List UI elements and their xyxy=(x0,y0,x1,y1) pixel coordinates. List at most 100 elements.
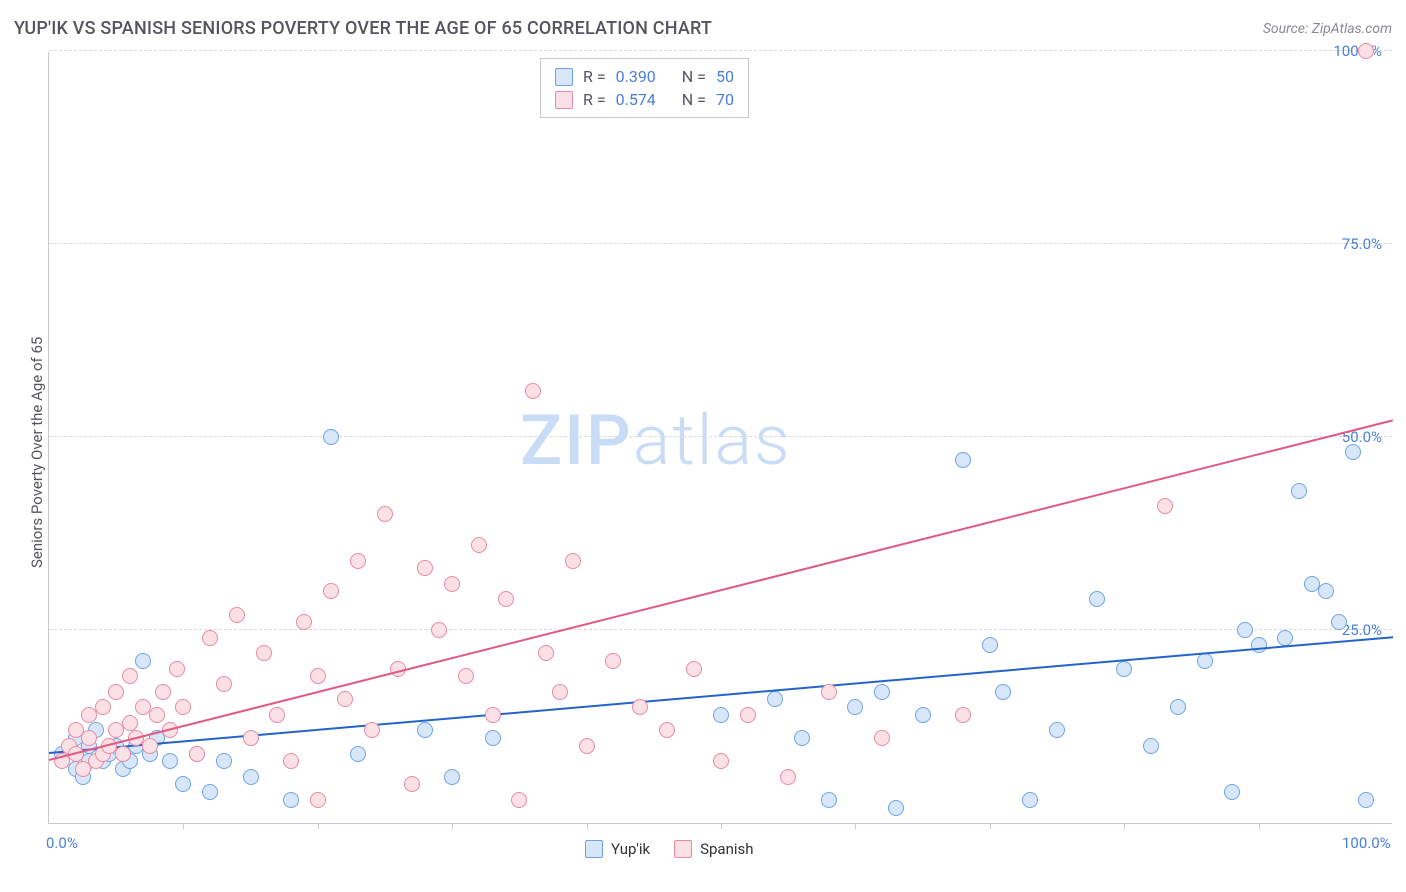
data-point xyxy=(337,691,353,707)
n-value: 70 xyxy=(716,90,734,109)
data-point xyxy=(350,553,366,569)
data-point xyxy=(1277,630,1293,646)
data-point xyxy=(458,668,474,684)
y-tick-label: 25.0% xyxy=(1342,621,1382,639)
n-label: N = xyxy=(682,90,706,109)
x-tick xyxy=(1124,823,1125,829)
x-tick xyxy=(183,823,184,829)
data-point xyxy=(1170,699,1186,715)
data-point xyxy=(202,784,218,800)
data-point xyxy=(1318,583,1334,599)
data-point xyxy=(780,769,796,785)
x-tick xyxy=(855,823,856,829)
data-point xyxy=(874,730,890,746)
data-point xyxy=(310,668,326,684)
data-point xyxy=(1345,444,1361,460)
legend-series-name: Spanish xyxy=(700,840,753,858)
y-tick-label: 75.0% xyxy=(1342,235,1382,253)
data-point xyxy=(955,452,971,468)
data-point xyxy=(821,792,837,808)
n-label: N = xyxy=(682,67,706,86)
data-point xyxy=(847,699,863,715)
data-point xyxy=(189,746,205,762)
data-point xyxy=(1197,653,1213,669)
data-point xyxy=(364,722,380,738)
data-point xyxy=(1358,792,1374,808)
r-value: 0.574 xyxy=(616,90,656,109)
x-axis-max-label: 100.0% xyxy=(1342,834,1391,852)
legend-item: Yup'ik xyxy=(585,840,650,858)
x-tick xyxy=(587,823,588,829)
data-point xyxy=(323,429,339,445)
data-point xyxy=(565,553,581,569)
data-point xyxy=(485,730,501,746)
legend-item: Spanish xyxy=(674,840,753,858)
data-point xyxy=(122,668,138,684)
data-point xyxy=(605,653,621,669)
data-point xyxy=(283,792,299,808)
data-point xyxy=(243,769,259,785)
data-point xyxy=(155,684,171,700)
data-point xyxy=(444,769,460,785)
data-point xyxy=(874,684,890,700)
data-point xyxy=(1251,637,1267,653)
data-point xyxy=(169,661,185,677)
data-point xyxy=(108,684,124,700)
data-point xyxy=(162,753,178,769)
data-point xyxy=(915,707,931,723)
data-point xyxy=(632,699,648,715)
data-point xyxy=(1157,498,1173,514)
data-point xyxy=(538,645,554,661)
data-point xyxy=(1089,591,1105,607)
chart-source: Source: ZipAtlas.com xyxy=(1263,21,1392,37)
r-value: 0.390 xyxy=(616,67,656,86)
data-point xyxy=(955,707,971,723)
data-point xyxy=(767,691,783,707)
data-point xyxy=(525,383,541,399)
data-point xyxy=(713,753,729,769)
gridline xyxy=(49,50,1392,51)
stats-legend-row: R = 0.574 N = 70 xyxy=(555,88,734,111)
data-point xyxy=(511,792,527,808)
data-point xyxy=(794,730,810,746)
data-point xyxy=(498,591,514,607)
data-point xyxy=(579,738,595,754)
data-point xyxy=(283,753,299,769)
data-point xyxy=(995,684,1011,700)
series-legend: Yup'ik Spanish xyxy=(585,840,754,858)
x-tick xyxy=(721,823,722,829)
r-label: R = xyxy=(583,67,606,86)
x-tick xyxy=(990,823,991,829)
data-point xyxy=(444,576,460,592)
data-point xyxy=(229,607,245,623)
legend-swatch xyxy=(555,68,573,86)
data-point xyxy=(552,684,568,700)
data-point xyxy=(417,560,433,576)
data-point xyxy=(1022,792,1038,808)
r-label: R = xyxy=(583,90,606,109)
chart-header: YUP'IK VS SPANISH SENIORS POVERTY OVER T… xyxy=(14,18,1392,39)
data-point xyxy=(323,583,339,599)
data-point xyxy=(256,645,272,661)
source-prefix: Source: xyxy=(1263,21,1312,37)
stats-legend-row: R =0.390N =50 xyxy=(555,65,734,88)
y-axis-label: Seniors Poverty Over the Age of 65 xyxy=(28,337,46,568)
data-point xyxy=(142,738,158,754)
gridline xyxy=(49,243,1392,244)
data-point xyxy=(115,746,131,762)
data-point xyxy=(404,776,420,792)
stats-legend: R =0.390N =50R =0.574N =70 xyxy=(540,58,749,118)
data-point xyxy=(713,707,729,723)
data-point xyxy=(686,661,702,677)
legend-swatch xyxy=(555,91,573,109)
data-point xyxy=(821,684,837,700)
data-point xyxy=(149,707,165,723)
x-axis-min-label: 0.0% xyxy=(46,834,78,852)
x-tick xyxy=(1259,823,1260,829)
legend-series-name: Yup'ik xyxy=(611,840,650,858)
data-point xyxy=(175,776,191,792)
data-point xyxy=(122,715,138,731)
scatter-plot: 25.0%50.0%75.0%100.0% xyxy=(48,52,1392,824)
gridline xyxy=(49,629,1392,630)
data-point xyxy=(659,722,675,738)
